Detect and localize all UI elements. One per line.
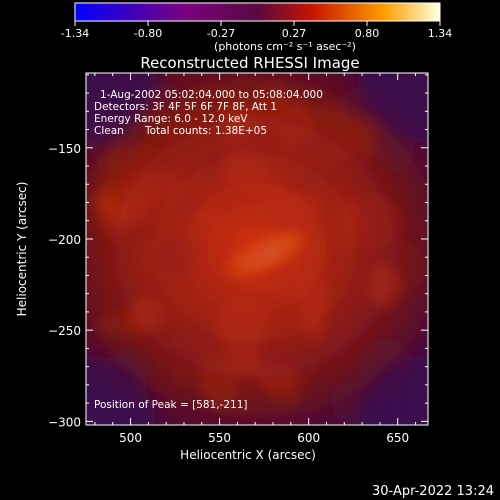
chart-title: Reconstructed RHESSI Image xyxy=(140,54,359,72)
annotation-time-range: 1-Aug-2002 05:02:04.000 to 05:08:04.000 xyxy=(100,89,323,101)
axis-ticks xyxy=(86,73,428,425)
colorbar-tick-label: -0.27 xyxy=(207,27,235,40)
annotation-detectors: Detectors: 3F 4F 5F 6F 7F 8F, Att 1 xyxy=(94,101,277,113)
image-area xyxy=(86,73,428,425)
x-tick-label: 500 xyxy=(119,431,142,445)
x-tick-label: 650 xyxy=(386,431,409,445)
colorbar xyxy=(74,2,441,22)
plot-frame xyxy=(85,72,429,426)
colorbar-tick-label: -0.80 xyxy=(134,27,162,40)
x-axis-label: Heliocentric X (arcsec) xyxy=(180,448,316,462)
annotations: 1-Aug-2002 05:02:04.000 to 05:08:04.000 … xyxy=(94,89,323,411)
colorbar-tick-label: -1.34 xyxy=(61,27,89,40)
annotation-total-counts: Total counts: 1.38E+05 xyxy=(144,125,267,137)
y-tick-label: −200 xyxy=(48,233,81,247)
colorbar-ticks: -1.34 -0.80 -0.27 0.27 0.80 1.34 xyxy=(61,21,452,40)
footer-timestamp: 30-Apr-2022 13:24 xyxy=(372,484,494,499)
y-tick-label: −150 xyxy=(48,142,81,156)
colorbar-units-label: (photons cm⁻² s⁻¹ asec⁻²) xyxy=(214,40,356,53)
annotation-energy: Energy Range: 6.0 - 12.0 keV xyxy=(94,113,248,125)
image-sources xyxy=(86,73,428,425)
colorbar-tick-label: 0.80 xyxy=(355,27,380,40)
annotation-peak-position: Position of Peak = [581,-211] xyxy=(94,399,248,411)
y-tick-label: −250 xyxy=(48,324,81,338)
y-tick-label: −300 xyxy=(48,415,81,429)
colorbar-tick-label: 0.27 xyxy=(282,27,307,40)
y-tick-labels: −150 −200 −250 −300 xyxy=(48,142,81,430)
x-tick-label: 600 xyxy=(297,431,320,445)
source-halo xyxy=(86,73,428,425)
x-tick-labels: 500 550 600 650 xyxy=(119,431,409,445)
colorbar-tick-label: 1.34 xyxy=(428,27,453,40)
x-tick-label: 550 xyxy=(208,431,231,445)
annotation-method: Clean xyxy=(94,125,124,137)
y-axis-label: Heliocentric Y (arcsec) xyxy=(15,182,29,317)
